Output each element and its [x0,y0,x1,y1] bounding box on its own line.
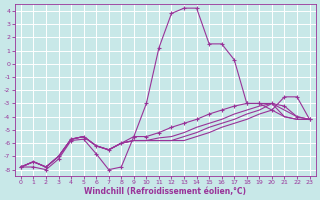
X-axis label: Windchill (Refroidissement éolien,°C): Windchill (Refroidissement éolien,°C) [84,187,246,196]
